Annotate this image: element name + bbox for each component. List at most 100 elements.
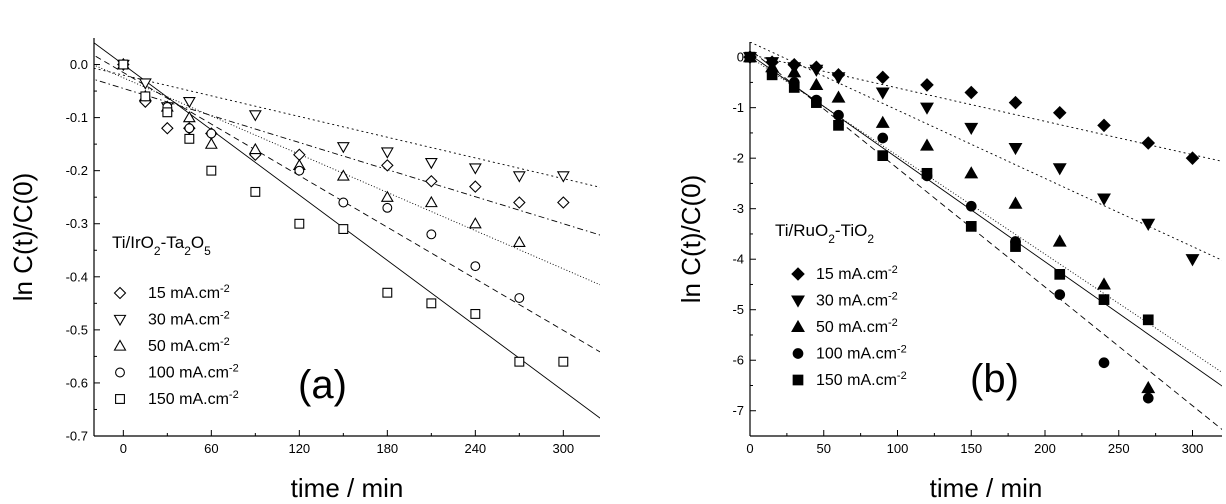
chart-panel-a: 0 60 120 180 240 300 0.0 -0.1 -0.2 -0.3 -0.4 -0.5 -0… — [8, 38, 600, 503]
legend-marker — [113, 339, 127, 351]
data-point — [336, 169, 350, 181]
legend-label: 100 mA.cm-2 — [816, 344, 907, 363]
data-point — [513, 196, 526, 209]
data-point — [425, 175, 438, 188]
x-tick-label: 250 — [1108, 441, 1130, 456]
y-tick-label: -0.4 — [66, 269, 88, 284]
data-point — [161, 121, 174, 135]
fit-line-series-2 — [750, 42, 1222, 261]
x-tick-label: 120 — [288, 441, 310, 456]
legend-marker — [791, 267, 805, 281]
data-point — [512, 235, 526, 247]
fit-line-series-3 — [94, 64, 600, 286]
fit-line-series-3 — [750, 56, 1222, 373]
legend-label: 15 mA.cm-2 — [148, 283, 230, 302]
y-tick-label: -7 — [732, 403, 744, 418]
data-point — [875, 87, 890, 100]
data-point — [557, 196, 570, 209]
legend-label: 30 mA.cm-2 — [816, 291, 898, 310]
legend-marker — [791, 295, 805, 308]
data-point — [875, 70, 890, 85]
data-point — [964, 85, 979, 100]
data-point — [1185, 254, 1200, 267]
data-point — [162, 107, 173, 118]
data-point — [833, 109, 844, 121]
data-point — [424, 158, 438, 170]
data-point — [514, 293, 525, 303]
fit-line-series-4 — [750, 48, 1222, 431]
data-point — [809, 64, 824, 77]
data-point — [470, 261, 481, 272]
data-point — [512, 171, 526, 183]
data-point — [118, 59, 129, 70]
data-point — [877, 132, 889, 144]
y-tick-label: -2 — [732, 151, 744, 166]
x-tick-label: 240 — [464, 441, 486, 456]
legend-label: 100 mA.cm-2 — [148, 363, 239, 382]
legend-marker — [113, 314, 127, 327]
data-point — [1185, 151, 1200, 165]
legend-marker — [791, 319, 805, 333]
data-point — [1142, 314, 1154, 326]
electrode-label: Ti/RuO2-TiO2 — [775, 221, 874, 246]
data-point — [294, 218, 305, 229]
panel-label: (a) — [298, 363, 347, 407]
data-point — [184, 123, 195, 134]
data-point — [338, 197, 349, 208]
data-point — [920, 138, 934, 151]
y-tick-label: -6 — [732, 353, 744, 368]
y-axis-label: ln C(t)/C(0) — [676, 175, 706, 304]
data-point — [469, 180, 482, 193]
data-point — [1010, 241, 1021, 252]
series-3-points — [116, 57, 526, 247]
y-tick-label: -0.1 — [66, 110, 88, 125]
fit-line-series-1 — [94, 78, 600, 236]
data-point — [1097, 277, 1111, 290]
legend-label: 15 mA.cm-2 — [816, 264, 898, 283]
legend-marker — [792, 374, 804, 386]
data-point — [1052, 163, 1067, 176]
legend-label: 150 mA.cm-2 — [148, 389, 239, 408]
data-point — [831, 90, 846, 103]
y-tick-label: -0.3 — [66, 216, 88, 231]
x-tick-label: 300 — [552, 441, 574, 456]
data-point — [1141, 218, 1156, 231]
y-tick-label: 0 — [737, 50, 744, 65]
data-point — [1008, 143, 1023, 156]
data-point — [381, 159, 394, 172]
data-point — [921, 167, 933, 179]
data-point — [470, 308, 481, 319]
data-point — [556, 171, 570, 183]
data-point — [787, 65, 802, 78]
series-5-points — [744, 51, 1154, 326]
data-point — [920, 78, 934, 92]
data-point — [1098, 357, 1110, 369]
y-tick-label: -4 — [732, 252, 744, 267]
data-point — [1141, 136, 1156, 150]
data-point — [248, 110, 262, 122]
data-point — [788, 82, 800, 93]
data-point — [1054, 269, 1066, 280]
series-4-points — [118, 59, 525, 303]
data-point — [140, 91, 151, 102]
x-tick-label: 0 — [746, 441, 753, 456]
data-point — [833, 119, 844, 131]
series-5-points — [118, 59, 569, 367]
data-point — [920, 102, 934, 115]
legend-label: 50 mA.cm-2 — [816, 317, 898, 336]
data-point — [184, 133, 195, 144]
y-axis-label: ln C(t)/C(0) — [8, 173, 38, 302]
data-point — [293, 148, 306, 162]
x-tick-label: 180 — [376, 441, 398, 456]
data-point — [965, 221, 977, 232]
data-point — [964, 166, 979, 179]
data-point — [382, 202, 393, 213]
data-point — [875, 115, 890, 128]
x-tick-label: 100 — [887, 441, 909, 456]
data-point — [744, 51, 756, 63]
data-point — [1097, 118, 1111, 133]
legend-label: 150 mA.cm-2 — [816, 370, 907, 389]
y-tick-label: -0.2 — [66, 163, 88, 178]
legend-marker — [113, 286, 127, 300]
